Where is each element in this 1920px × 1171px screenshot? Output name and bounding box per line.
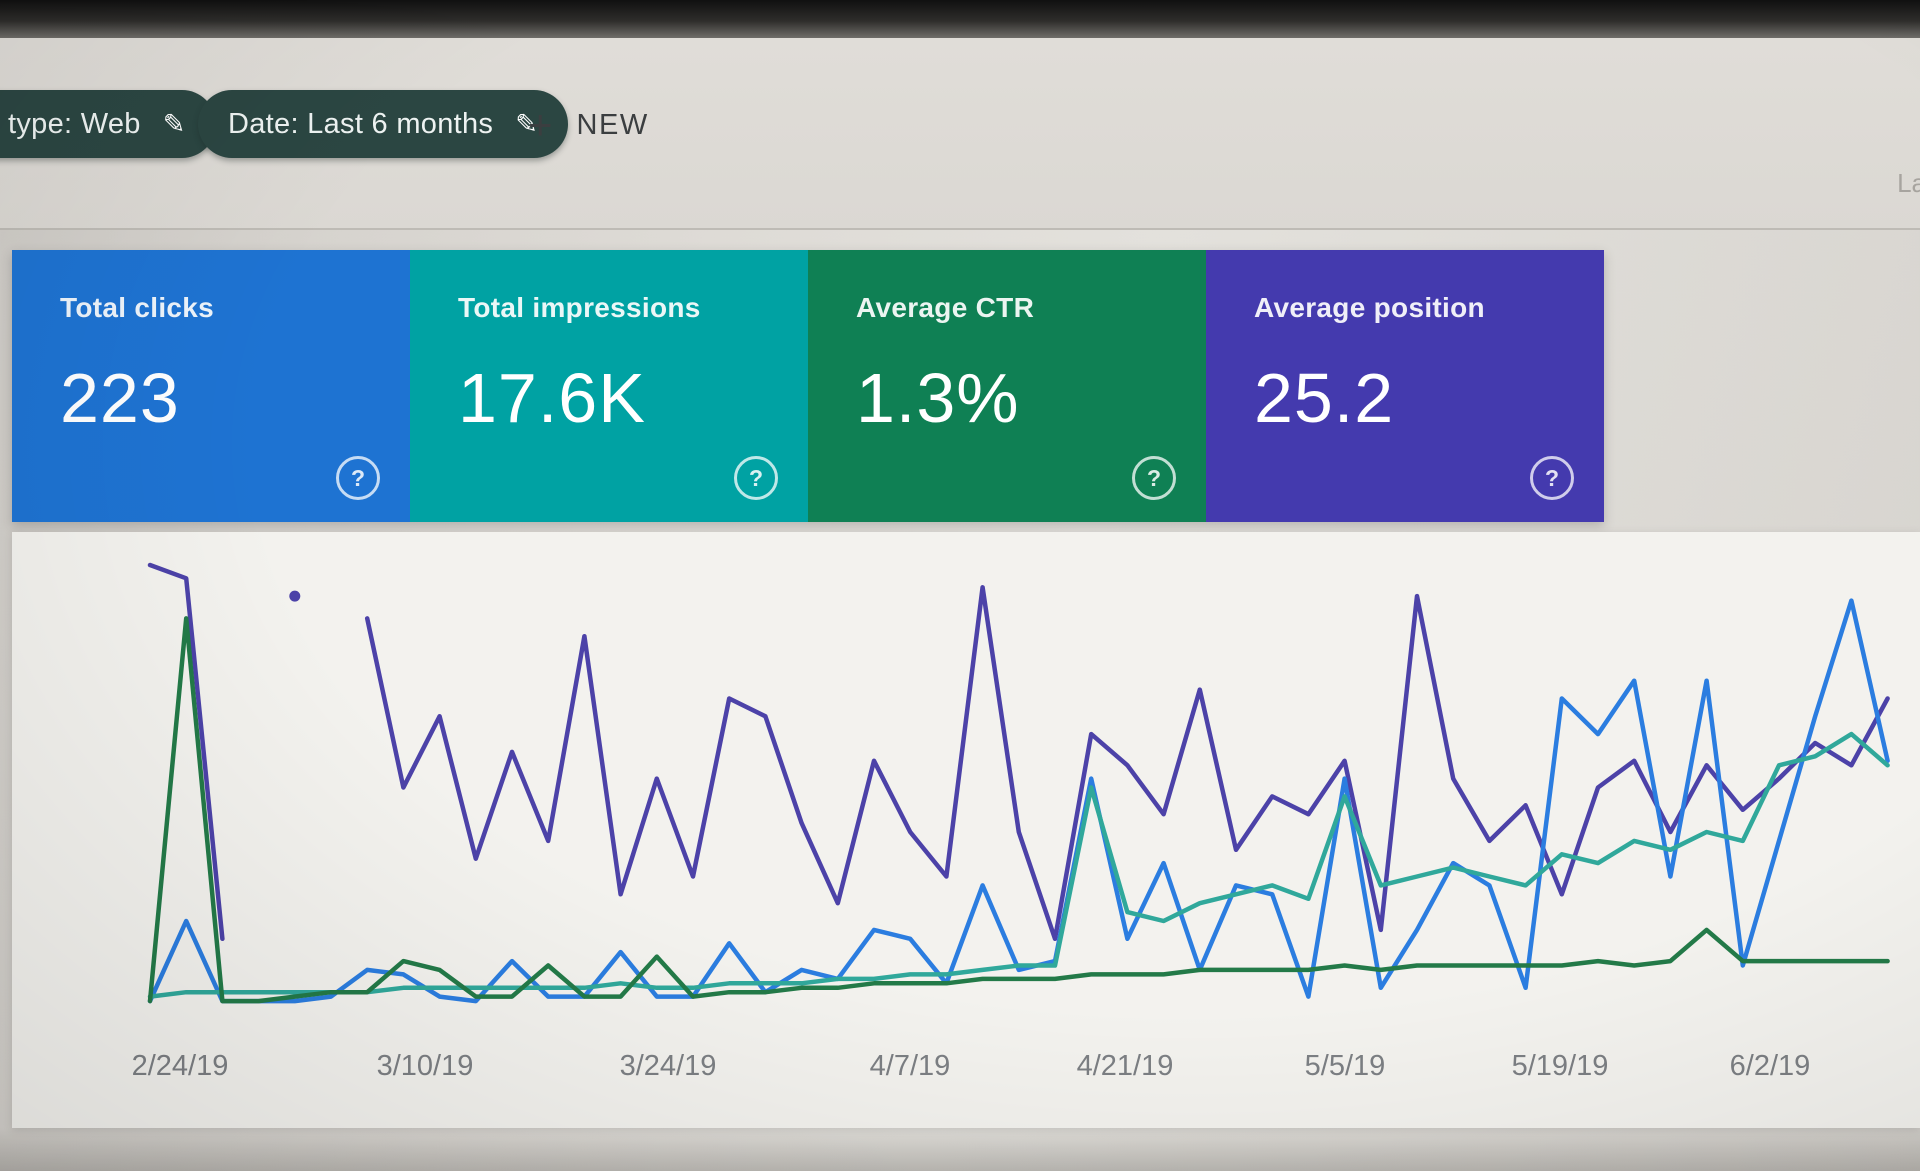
plus-icon: + [528,101,553,148]
metric-label: Total impressions [458,292,701,323]
x-tick-label: 6/2/19 [1729,1050,1811,1082]
metric-card-average-ctr[interactable]: Average CTR 1.3% ? [808,250,1206,522]
edit-pencil-icon[interactable]: ✎ [515,108,539,139]
performance-chart-panel: 2/24/19 3/10/19 3/24/19 4/7/19 4/21/19 5/5/19… [12,532,1920,1128]
search-type-filter-label: type: Web [8,107,141,140]
date-range-filter-chip[interactable]: Date: Last 6 months ✎ [198,90,569,158]
monitor-bottom-edge [0,1128,1920,1171]
x-tick-label: 3/24/19 [619,1050,717,1082]
x-tick-label: 5/19/19 [1511,1050,1609,1082]
x-tick-label: 3/10/19 [376,1050,474,1082]
metric-card-total-clicks[interactable]: Total clicks 223 ? [12,250,410,522]
new-filter-button[interactable]: + NEW [528,104,649,146]
clipped-right-text: La [1897,168,1920,198]
metric-card-total-impressions[interactable]: Total impressions 17.6K ? [410,250,808,522]
metric-value: 1.3% [856,359,1020,437]
search-type-filter-chip[interactable]: type: Web ✎ [0,90,216,158]
metric-label: Average CTR [856,292,1035,323]
x-tick-label: 5/5/19 [1304,1050,1386,1082]
metric-value: 17.6K [458,359,646,437]
x-tick-label: 4/7/19 [869,1050,951,1082]
filter-toolbar: type: Web ✎ Date: Last 6 months ✎ + NEW … [0,38,1920,230]
metric-cards-row: Total clicks 223 ? Total impressions 17.… [12,250,1604,522]
metric-label: Total clicks [60,292,215,323]
help-icon[interactable]: ? [1132,456,1176,500]
performance-line-chart [147,562,1890,1004]
metric-label: Average position [1254,292,1485,323]
help-icon[interactable]: ? [734,456,778,500]
monitor-top-edge [0,0,1920,38]
x-tick-label: 2/24/19 [131,1050,229,1082]
new-filter-label: NEW [576,108,649,141]
help-icon[interactable]: ? [336,456,380,500]
metric-value: 25.2 [1254,359,1395,437]
edit-pencil-icon[interactable]: ✎ [162,108,186,139]
metric-value: 223 [60,359,180,437]
metric-card-average-position[interactable]: Average position 25.2 ? [1206,250,1604,522]
date-range-filter-label: Date: Last 6 months [228,107,494,140]
help-icon[interactable]: ? [1530,456,1574,500]
x-tick-label: 4/21/19 [1076,1050,1174,1082]
